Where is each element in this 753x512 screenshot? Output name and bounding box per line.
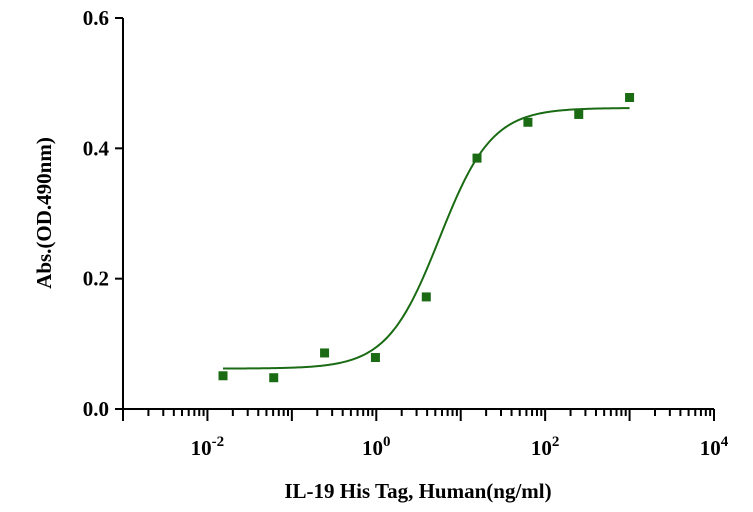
data-point bbox=[269, 373, 279, 383]
x-tick-label: 10-2 bbox=[191, 434, 225, 460]
data-point bbox=[320, 348, 330, 358]
y-axis: 0.0 0.2 0.4 0.6 bbox=[83, 6, 124, 421]
x-tick-label: 102 bbox=[531, 434, 560, 460]
data-point bbox=[421, 292, 431, 302]
data-point bbox=[370, 353, 380, 363]
y-tick-label: 0.4 bbox=[83, 136, 110, 160]
y-axis-title: Abs.(OD.490nm) bbox=[32, 137, 56, 289]
y-tick-label: 0.0 bbox=[83, 397, 109, 421]
x-tick-label: 100 bbox=[362, 434, 391, 460]
x-tick-label: 104 bbox=[700, 434, 729, 460]
fit-curve bbox=[223, 107, 630, 370]
y-tick-label: 0.6 bbox=[83, 6, 109, 30]
x-axis: 10-2 100 102 104 bbox=[122, 408, 729, 460]
data-point bbox=[574, 109, 584, 119]
data-point bbox=[523, 117, 533, 127]
x-axis-title: IL-19 His Tag, Human(ng/ml) bbox=[284, 479, 551, 503]
data-point bbox=[472, 153, 482, 163]
y-tick-label: 0.2 bbox=[83, 267, 109, 291]
data-point bbox=[625, 93, 635, 103]
data-point bbox=[218, 371, 228, 381]
